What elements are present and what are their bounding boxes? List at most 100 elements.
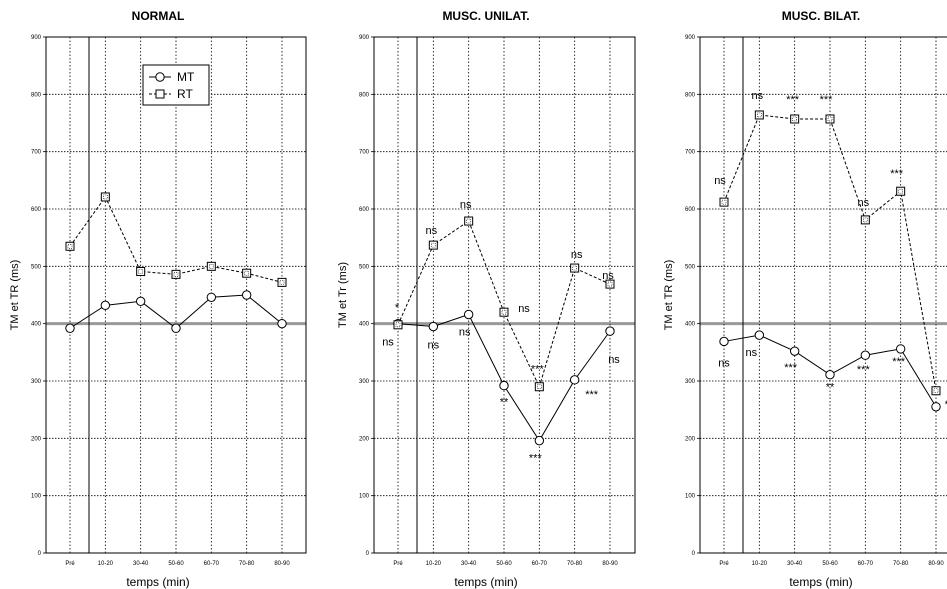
point-rt	[428, 240, 438, 250]
significance-label: ns	[459, 326, 471, 338]
significance-label: ***	[857, 364, 871, 376]
chart-title: MUSC. BILAT.	[782, 9, 860, 23]
x-axis-label: temps (min)	[789, 575, 852, 589]
plot-frame	[699, 36, 947, 554]
point-rt	[277, 277, 287, 287]
point-rt	[499, 307, 509, 317]
plot-frame	[45, 36, 307, 554]
y-tick-label: 200	[31, 436, 42, 442]
point-rt	[719, 197, 729, 207]
x-tick-label: 10-20	[426, 561, 442, 567]
y-tick-label: 600	[685, 207, 696, 213]
point-rt-inner	[279, 280, 285, 285]
point-rt	[393, 320, 403, 330]
significance-label: ns	[858, 197, 870, 209]
y-tick-label: 500	[685, 264, 696, 270]
y-axis-label: TM et Tr (ms)	[337, 262, 349, 328]
point-rt	[206, 261, 216, 271]
legend-marker-rt	[155, 89, 165, 99]
y-tick-label: 100	[359, 494, 370, 500]
point-rt-inner	[898, 188, 903, 194]
point-mt	[65, 323, 75, 333]
y-tick-label: 0	[38, 551, 42, 557]
x-tick-label: 50-60	[822, 561, 838, 567]
chart-title: MUSC. UNILAT.	[442, 9, 529, 23]
point-mt	[534, 435, 545, 446]
legend-marker-mt	[155, 72, 165, 82]
point-rt	[860, 215, 870, 225]
x-tick-label: 70-80	[239, 561, 255, 567]
point-rt	[896, 186, 906, 196]
significance-label: ***	[890, 168, 904, 180]
point-mt	[100, 300, 111, 311]
y-tick-label: 900	[359, 35, 370, 41]
legend-label-mt: MT	[177, 70, 195, 84]
point-mt	[463, 309, 474, 320]
point-mt	[754, 330, 765, 340]
point-rt	[136, 266, 146, 276]
y-axis-label: TM et TR (ms)	[9, 260, 21, 331]
point-rt-inner	[67, 243, 73, 249]
x-tick-label: Pré	[393, 561, 403, 567]
point-mt	[206, 292, 217, 302]
y-axis-label: TM et TR (ms)	[663, 260, 675, 331]
x-tick-label: 30-40	[787, 561, 803, 567]
y-tick-label: 300	[31, 379, 42, 385]
significance-label: ns	[718, 357, 730, 369]
x-tick-label: 70-80	[567, 561, 583, 567]
point-rt-inner	[933, 388, 939, 394]
point-rt-inner	[431, 242, 436, 248]
significance-label: ns	[608, 354, 620, 366]
point-rt-inner	[572, 265, 577, 271]
point-mt	[499, 380, 509, 391]
y-tick-label: 300	[359, 379, 370, 385]
point-mt	[789, 346, 800, 356]
x-tick-label: 50-60	[496, 561, 512, 567]
point-mt	[135, 296, 146, 307]
chart-panel-2: MUSC. UNILAT. 0 100 200 300 400 500 600 700 800 90…	[337, 9, 636, 589]
y-tick-label: 0	[366, 551, 370, 557]
point-rt	[534, 382, 544, 392]
x-tick-label: 30-40	[133, 561, 149, 567]
y-tick-label: 400	[685, 322, 696, 328]
point-mt	[719, 336, 729, 347]
y-tick-label: 900	[31, 35, 42, 41]
significance-label: **	[826, 382, 835, 394]
x-tick-label: 60-70	[858, 561, 874, 567]
point-mt	[241, 290, 252, 300]
x-tick-label: 50-60	[168, 561, 184, 567]
point-mt	[860, 350, 871, 360]
legend-label-rt: RT	[177, 87, 193, 101]
y-tick-label: 700	[31, 150, 42, 156]
y-tick-label: 400	[359, 322, 370, 328]
point-rt	[65, 241, 75, 251]
significance-label: ***	[786, 94, 800, 106]
y-tick-label: 200	[359, 436, 370, 442]
significance-label: ns	[460, 199, 472, 211]
y-tick-label: 100	[31, 494, 42, 500]
y-tick-label: 600	[359, 207, 370, 213]
x-tick-label: Pré	[65, 561, 75, 567]
point-rt	[464, 216, 474, 226]
point-rt	[171, 269, 181, 279]
point-rt	[754, 110, 764, 120]
significance-label: ***	[784, 362, 798, 374]
x-tick-label: 80-90	[928, 561, 944, 567]
point-rt-inner	[827, 116, 833, 122]
point-rt-inner	[721, 199, 727, 205]
significance-label: ns	[714, 175, 726, 187]
point-rt	[570, 263, 580, 273]
significance-label: ns	[428, 340, 440, 352]
significance-label: ns	[518, 303, 530, 315]
y-tick-label: 200	[685, 436, 696, 442]
significance-label: ***	[820, 94, 834, 106]
y-tick-label: 0	[692, 551, 696, 557]
significance-label: ns	[426, 225, 438, 237]
point-rt	[100, 192, 110, 202]
chart-panel-1: NORMAL 0 100 200 300 400 500 600 700 800 900 Pré 10-…	[9, 9, 307, 589]
x-tick-label: 10-20	[752, 561, 768, 567]
point-rt-inner	[501, 309, 507, 315]
y-tick-label: 400	[31, 322, 42, 328]
point-mt	[569, 375, 580, 385]
